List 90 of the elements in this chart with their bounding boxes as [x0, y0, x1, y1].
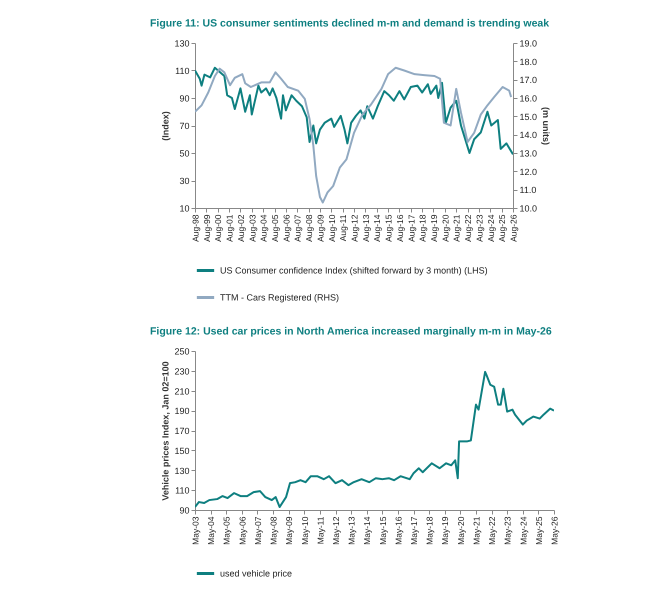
x-tick-label: Aug-22 [463, 214, 474, 242]
y-axis-title: (Index) [160, 111, 170, 141]
x-tick-label: Aug-10 [326, 214, 337, 242]
x-tick-label: May-04 [206, 516, 216, 545]
x-tick-label: May-15 [378, 516, 388, 545]
y-tick-label: 10 [179, 204, 190, 214]
x-tick-label: Aug-13 [360, 214, 371, 242]
y2-axis-title: (m units) [541, 107, 552, 145]
x-tick-label: May-11 [315, 516, 326, 544]
y-tick-label: 30 [179, 176, 190, 186]
y2-tick-label: 13.0 [520, 148, 538, 158]
x-tick-label: Aug-99 [202, 214, 212, 242]
line-series [195, 66, 512, 204]
y-tick-label: 110 [175, 66, 190, 76]
y2-tick-label: 15.0 [520, 112, 538, 122]
chart-title: Figure 12: Used car prices in North America increased marginally m-m in May-26 [150, 326, 552, 338]
x-tick-label: May-10 [300, 516, 310, 545]
y-tick-label: 50 [179, 148, 190, 158]
x-tick-label: May-26 [550, 516, 560, 545]
x-tick-label: Aug-03 [247, 214, 258, 242]
y-tick-label: 230 [174, 366, 190, 376]
x-tick-label: Aug-12 [350, 214, 360, 242]
x-tick-label: Aug-05 [270, 214, 280, 242]
x-tick-label: Aug-20 [440, 214, 450, 242]
y-tick-label: 90 [179, 506, 190, 516]
x-tick-label: Aug-07 [292, 214, 303, 242]
x-tick-label: Aug-21 [452, 214, 462, 242]
x-tick-label: May-22 [487, 516, 498, 545]
x-tick-label: May-23 [502, 516, 513, 545]
legend-label: US Consumer confidence Index (shifted forward by 3 month) (LHS) [220, 266, 488, 276]
y2-tick-label: 11.0 [520, 185, 536, 196]
x-tick-label: Aug-11 [338, 214, 348, 242]
x-tick-label: Aug-01 [224, 214, 235, 242]
x-tick-label: May-18 [424, 516, 435, 545]
x-tick-label: May-19 [440, 516, 450, 545]
y-tick-label: 110 [175, 486, 190, 496]
x-tick-label: Aug-08 [304, 214, 314, 242]
legend-label: TTM - Cars Registered (RHS) [220, 292, 340, 302]
x-tick-label: Aug-98 [190, 214, 200, 242]
x-tick-label: Aug-09 [315, 214, 326, 242]
y-tick-label: 130 [174, 466, 190, 476]
x-tick-label: Aug-25 [497, 214, 508, 242]
line-series [195, 370, 554, 508]
y-tick-label: 250 [174, 346, 190, 356]
y-tick-label: 210 [174, 386, 190, 396]
x-tick-label: May-09 [284, 516, 294, 545]
x-tick-label: Aug-16 [394, 214, 405, 242]
x-tick-label: Aug-00 [213, 214, 224, 242]
y2-tick-label: 16.0 [520, 94, 538, 104]
y-axis-title: Vehicle prices Index, Jan 02=100 [160, 361, 170, 501]
line-series [195, 66, 513, 156]
x-tick-label: May-05 [222, 516, 232, 545]
x-tick-label: Aug-15 [384, 214, 394, 242]
y2-tick-label: 12.0 [520, 166, 538, 177]
x-tick-label: May-21 [471, 516, 482, 545]
x-tick-label: Aug-23 [474, 214, 484, 242]
x-tick-label: Aug-26 [508, 214, 518, 242]
y-tick-label: 170 [174, 426, 190, 436]
x-tick-label: May-17 [409, 516, 420, 545]
x-tick-label: Aug-14 [372, 214, 382, 242]
x-tick-label: May-12 [331, 516, 342, 545]
x-tick-label: Aug-04 [258, 214, 269, 242]
y2-tick-label: 19.0 [520, 38, 538, 48]
y-tick-label: 70 [179, 121, 190, 131]
y2-tick-label: 14.0 [520, 130, 538, 140]
x-tick-label: Aug-02 [236, 214, 246, 242]
x-tick-label: May-16 [393, 516, 404, 545]
x-tick-label: Aug-18 [418, 214, 428, 242]
x-tick-label: May-06 [237, 516, 248, 545]
x-tick-label: May-25 [534, 516, 544, 545]
y-tick-label: 190 [174, 406, 190, 416]
y-tick-label: 150 [174, 446, 190, 456]
x-tick-label: May-03 [190, 516, 200, 545]
x-tick-label: Aug-24 [486, 214, 496, 242]
x-tick-label: Aug-19 [428, 214, 439, 242]
x-tick-label: May-07 [252, 516, 263, 545]
y-tick-label: 90 [179, 94, 190, 104]
x-tick-label: Aug-17 [406, 214, 416, 242]
y2-tick-label: 17.0 [520, 75, 538, 86]
legend-label: used vehicle price [220, 568, 292, 578]
x-tick-label: May-14 [362, 516, 372, 545]
x-tick-label: May-08 [268, 516, 279, 545]
x-tick-label: May-20 [456, 516, 466, 545]
y-tick-label: 130 [174, 38, 190, 48]
x-tick-label: May-24 [518, 516, 528, 545]
y2-tick-label: 18.0 [520, 56, 538, 67]
chart-title: Figure 11: US consumer sentiments declined m-m and demand is trending weak [150, 18, 550, 30]
y2-tick-label: 10.0 [520, 204, 538, 214]
x-tick-label: May-13 [346, 516, 357, 545]
x-tick-label: Aug-06 [281, 214, 292, 242]
